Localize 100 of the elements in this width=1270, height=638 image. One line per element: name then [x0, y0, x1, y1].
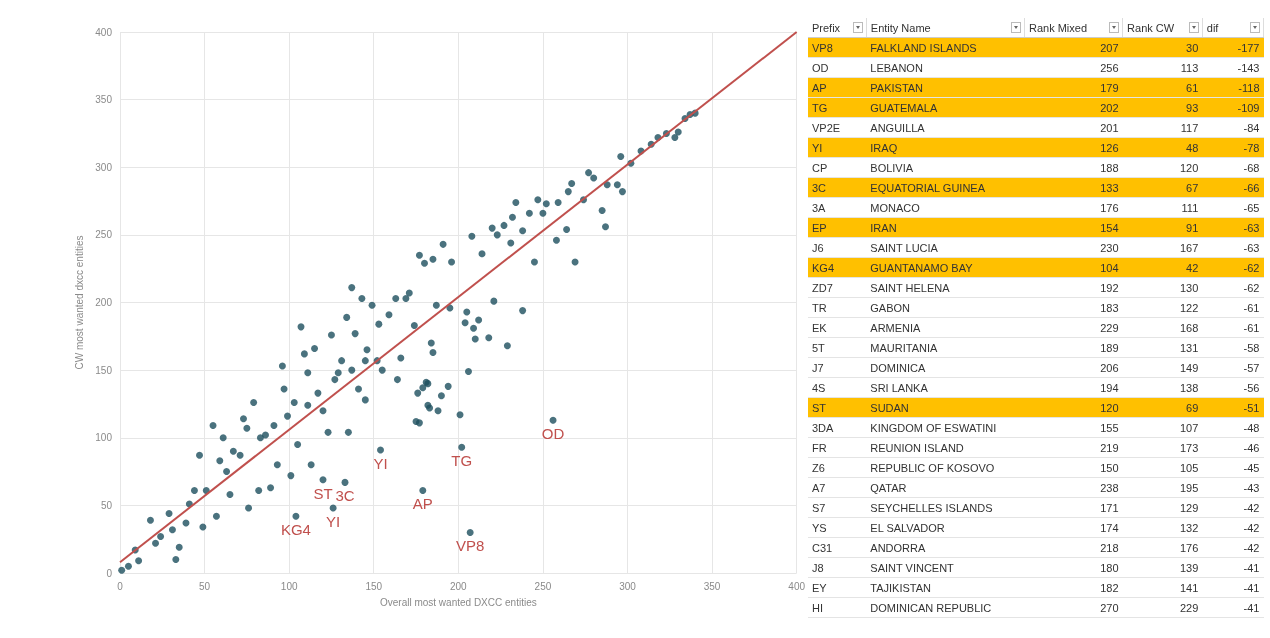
- annotation: OD: [541, 425, 565, 443]
- text: 139: [1179, 561, 1199, 574]
- text: EK: [812, 321, 827, 334]
- text: 120: [1100, 401, 1119, 414]
- text: YS: [812, 521, 827, 534]
- text: DOMINICAN REPUBLIC: [870, 601, 992, 614]
- text: -45: [1243, 461, 1260, 474]
- text: 42: [1186, 261, 1199, 274]
- text: 138: [1179, 381, 1199, 394]
- y-tick-label: 200: [95, 297, 113, 308]
- text: 93: [1186, 101, 1199, 114]
- text: 113: [1180, 61, 1199, 74]
- text: 174: [1100, 521, 1119, 534]
- x-tick-label: 150: [365, 580, 383, 592]
- text: EY: [812, 581, 827, 594]
- text: 132: [1179, 521, 1199, 534]
- text: -63: [1243, 241, 1260, 254]
- x-tick-label: 300: [619, 580, 637, 592]
- text: 107: [1179, 421, 1199, 434]
- text: BOLIVIA: [870, 161, 914, 174]
- text: 179: [1100, 81, 1119, 94]
- text: SRI LANKA: [870, 381, 928, 394]
- text: 61: [1186, 81, 1199, 94]
- text: ANGUILLA: [870, 121, 925, 134]
- category-label: dif: [1206, 21, 1219, 34]
- text: KG4: [812, 261, 835, 274]
- text: 154: [1100, 221, 1119, 234]
- text: YI: [812, 141, 823, 154]
- text: -42: [1243, 501, 1260, 514]
- text: 111: [1181, 201, 1199, 214]
- text: 270: [1100, 601, 1119, 614]
- text: 201: [1100, 121, 1119, 134]
- text: -177: [1237, 41, 1260, 54]
- text: J6: [812, 241, 824, 254]
- text: 48: [1186, 141, 1199, 154]
- annotation: YI: [373, 454, 388, 472]
- text: 168: [1179, 321, 1199, 334]
- text: 195: [1179, 481, 1199, 494]
- annotation: YI: [326, 513, 341, 531]
- text: PAKISTAN: [870, 81, 924, 94]
- text: -78: [1243, 141, 1260, 154]
- text: -61: [1243, 321, 1260, 334]
- text: 238: [1100, 481, 1119, 494]
- text: 207: [1100, 41, 1119, 54]
- text: -63: [1243, 221, 1260, 234]
- text: HI: [812, 601, 823, 614]
- text: -41: [1243, 601, 1260, 614]
- x-tick-label: 100: [280, 580, 298, 592]
- x-tick-label: 400: [788, 580, 806, 592]
- text: -65: [1243, 201, 1260, 214]
- text: -62: [1243, 261, 1260, 274]
- text: 30: [1186, 41, 1199, 54]
- text: 69: [1186, 401, 1199, 414]
- text: 219: [1100, 441, 1119, 454]
- text: 150: [1100, 461, 1119, 474]
- annotation: VP8: [455, 537, 485, 555]
- text: C31: [812, 541, 833, 554]
- text: -143: [1237, 61, 1260, 74]
- y-tick-label: 300: [95, 161, 113, 173]
- text: GABON: [870, 301, 911, 314]
- text: MONACO: [870, 201, 920, 214]
- text: S7: [812, 501, 826, 514]
- annotation: AP: [412, 495, 433, 513]
- annotation: ST: [313, 484, 333, 502]
- text: 117: [1180, 121, 1199, 134]
- text: 131: [1179, 341, 1199, 354]
- text: -68: [1243, 161, 1260, 174]
- text: -62: [1243, 281, 1260, 294]
- text: 206: [1100, 361, 1119, 374]
- text: 130: [1179, 281, 1199, 294]
- text: 171: [1100, 501, 1119, 514]
- text: 183: [1100, 301, 1119, 314]
- category-label: Prefix: [812, 21, 841, 34]
- text: REUNION ISLAND: [870, 441, 964, 454]
- x-axis-title: Overall most wanted DXCC entities: [379, 596, 537, 608]
- text: 104: [1100, 261, 1119, 274]
- text: DOMINICA: [870, 361, 926, 374]
- text: -66: [1243, 181, 1260, 194]
- text: -56: [1243, 381, 1260, 394]
- x-tick-label: 350: [703, 580, 721, 592]
- y-tick-label: 0: [106, 567, 113, 579]
- text: FR: [812, 441, 827, 454]
- text: J8: [812, 561, 824, 574]
- text: ARMENIA: [870, 321, 921, 334]
- text: -42: [1243, 521, 1260, 534]
- x-tick-label: 0: [117, 580, 124, 592]
- text: 167: [1179, 241, 1199, 254]
- text: -84: [1243, 121, 1260, 134]
- text: 67: [1186, 181, 1199, 194]
- x-tick-label: 50: [199, 580, 211, 592]
- annotation: TG: [451, 452, 473, 470]
- text: 120: [1179, 161, 1199, 174]
- text: 229: [1179, 601, 1199, 614]
- text: VP8: [812, 41, 833, 54]
- text: LEBANON: [870, 61, 923, 74]
- text: 3A: [812, 201, 826, 214]
- annotation: 3C: [335, 487, 355, 505]
- text: -46: [1243, 441, 1260, 454]
- text: 192: [1100, 281, 1119, 294]
- text: 91: [1186, 221, 1199, 234]
